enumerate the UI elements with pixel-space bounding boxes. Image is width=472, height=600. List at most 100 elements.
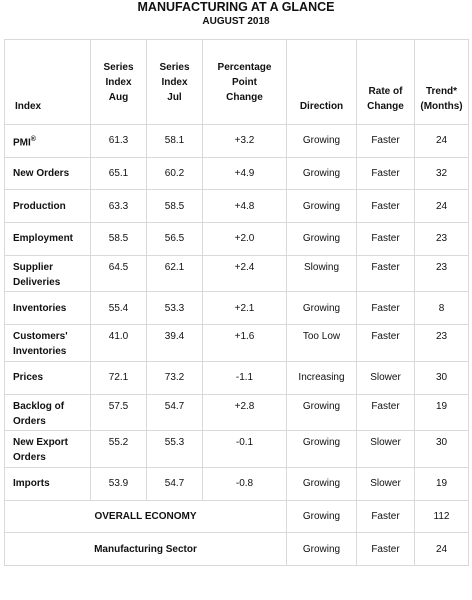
row-index-label: Supplier Deliveries — [4, 254, 91, 293]
page-title: MANUFACTURING AT A GLANCE — [137, 0, 335, 14]
header-row: Index Series Index Aug Series Index Jul Perc… — [4, 39, 469, 125]
cell-direction: Growing — [286, 393, 357, 432]
header-index: Index — [4, 39, 91, 125]
cell-change: +2.8 — [202, 393, 287, 432]
cell-jul: 39.4 — [146, 324, 203, 362]
cell-direction: Growing — [286, 291, 357, 326]
cell-trend: 23 — [414, 324, 469, 362]
summary-label: OVERALL ECONOMY — [4, 499, 287, 534]
registered-mark: ® — [30, 135, 36, 143]
cell-change: +3.2 — [202, 124, 287, 158]
cell-aug: 55.4 — [90, 291, 147, 326]
cell-rate: Faster — [356, 324, 415, 362]
cell-rate: Slower — [356, 360, 415, 395]
cell-jul: 62.1 — [146, 254, 203, 293]
cell-change: +2.4 — [202, 254, 287, 293]
cell-trend: 23 — [414, 222, 469, 256]
cell-rate: Faster — [356, 156, 415, 191]
row-index-label: Prices — [4, 360, 91, 395]
cell-change: +2.1 — [202, 291, 287, 326]
cell-jul: 56.5 — [146, 222, 203, 256]
table-row: Backlog of Orders 57.5 54.7 +2.8 Growing Fast… — [4, 393, 469, 432]
cell-trend: 24 — [414, 189, 469, 224]
summary-label: Manufacturing Sector — [4, 532, 287, 566]
cell-rate: Faster — [356, 189, 415, 224]
table-row: Customers' Inventories 41.0 39.4 +1.6 Too Lo… — [4, 324, 469, 362]
summary-trend: 112 — [414, 499, 469, 534]
table-row: Imports 53.9 54.7 -0.8 Growing Slower 19 — [4, 466, 469, 501]
cell-direction: Growing — [286, 124, 357, 158]
header-direction: Direction — [286, 39, 357, 125]
cell-rate: Slower — [356, 430, 415, 468]
cell-change: +2.0 — [202, 222, 287, 256]
row-index-label: PMI® — [4, 124, 91, 158]
table-row: Supplier Deliveries 64.5 62.1 +2.4 Slowing Fa… — [4, 254, 469, 293]
cell-aug: 61.3 — [90, 124, 147, 158]
header-change: Percentage Point Change — [202, 39, 287, 125]
row-index-label: New Export Orders — [4, 430, 91, 468]
table-row: Employment 58.5 56.5 +2.0 Growing Faster 23 — [4, 222, 469, 256]
header-jul: Series Index Jul — [146, 39, 203, 125]
cell-trend: 23 — [414, 254, 469, 293]
row-index-label: Imports — [4, 466, 91, 501]
summary-row: Manufacturing Sector Growing Faster 24 — [4, 532, 469, 566]
table-row: Prices 72.1 73.2 -1.1 Increasing Slower 30 — [4, 360, 469, 395]
cell-change: +1.6 — [202, 324, 287, 362]
row-index-label: Customers' Inventories — [4, 324, 91, 362]
cell-rate: Faster — [356, 254, 415, 293]
row-index-label: Employment — [4, 222, 91, 256]
cell-jul: 58.5 — [146, 189, 203, 224]
cell-direction: Increasing — [286, 360, 357, 395]
row-index-label: New Orders — [4, 156, 91, 191]
page-subtitle: AUGUST 2018 — [202, 16, 270, 27]
cell-aug: 55.2 — [90, 430, 147, 468]
cell-trend: 24 — [414, 124, 469, 158]
cell-rate: Faster — [356, 124, 415, 158]
cell-change: -0.1 — [202, 430, 287, 468]
row-index-label: Production — [4, 189, 91, 224]
cell-change: -0.8 — [202, 466, 287, 501]
summary-direction: Growing — [286, 532, 357, 566]
cell-trend: 30 — [414, 430, 469, 468]
cell-aug: 57.5 — [90, 393, 147, 432]
cell-direction: Too Low — [286, 324, 357, 362]
summary-direction: Growing — [286, 499, 357, 534]
cell-trend: 19 — [414, 466, 469, 501]
cell-direction: Growing — [286, 222, 357, 256]
cell-aug: 53.9 — [90, 466, 147, 501]
cell-rate: Slower — [356, 466, 415, 501]
cell-jul: 54.7 — [146, 393, 203, 432]
cell-rate: Faster — [356, 222, 415, 256]
cell-direction: Growing — [286, 466, 357, 501]
header-trend: Trend* (Months) — [414, 39, 469, 125]
cell-change: +4.8 — [202, 189, 287, 224]
cell-change: -1.1 — [202, 360, 287, 395]
cell-direction: Growing — [286, 156, 357, 191]
cell-jul: 54.7 — [146, 466, 203, 501]
row-index-label: Inventories — [4, 291, 91, 326]
cell-aug: 72.1 — [90, 360, 147, 395]
cell-jul: 60.2 — [146, 156, 203, 191]
cell-aug: 64.5 — [90, 254, 147, 293]
cell-trend: 8 — [414, 291, 469, 326]
cell-direction: Slowing — [286, 254, 357, 293]
summary-rate: Faster — [356, 532, 415, 566]
header-aug: Series Index Aug — [90, 39, 147, 125]
summary-rate: Faster — [356, 499, 415, 534]
cell-jul: 73.2 — [146, 360, 203, 395]
summary-row: OVERALL ECONOMY Growing Faster 112 — [4, 499, 469, 534]
cell-jul: 55.3 — [146, 430, 203, 468]
cell-trend: 30 — [414, 360, 469, 395]
cell-direction: Growing — [286, 189, 357, 224]
cell-trend: 32 — [414, 156, 469, 191]
table-row: New Export Orders 55.2 55.3 -0.1 Growing Slow… — [4, 430, 469, 468]
header-rate: Rate of Change — [356, 39, 415, 125]
cell-rate: Faster — [356, 291, 415, 326]
cell-direction: Growing — [286, 430, 357, 468]
table-row: Production 63.3 58.5 +4.8 Growing Faster 24 — [4, 189, 469, 224]
manufacturing-table: Index Series Index Aug Series Index Jul Perc… — [4, 39, 469, 566]
summary-trend: 24 — [414, 532, 469, 566]
cell-aug: 58.5 — [90, 222, 147, 256]
table-row: Inventories 55.4 53.3 +2.1 Growing Faster 8 — [4, 291, 469, 326]
table-row: New Orders 65.1 60.2 +4.9 Growing Faster 32 — [4, 156, 469, 191]
